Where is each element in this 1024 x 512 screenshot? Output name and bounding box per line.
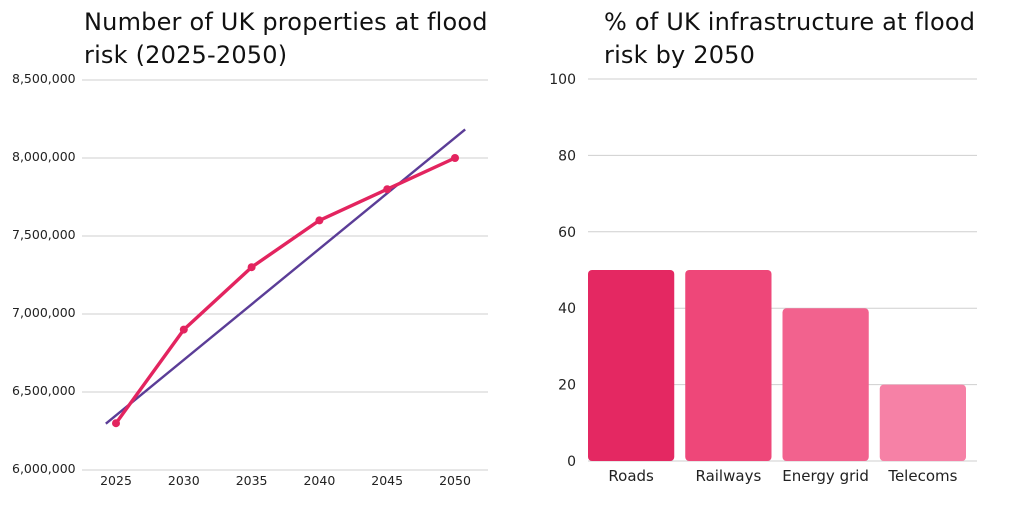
x-tick-label: 2025 (100, 473, 132, 488)
bar (782, 308, 869, 461)
y-tick-label: 6,500,000 (12, 383, 76, 398)
bar-chart-title: % of UK infrastructure at flood risk by … (604, 8, 976, 69)
y-tick-label: 20 (558, 378, 576, 394)
series-line (114, 156, 457, 425)
y-tick-label: 0 (567, 454, 576, 470)
y-tick-label: 80 (558, 148, 576, 164)
line-chart: 6,000,000 6,500,000 7,000,000 7,500,000 8,00… (12, 71, 488, 488)
bar (588, 270, 675, 461)
data-point (112, 419, 120, 428)
y-tick-label: 6,000,000 (12, 461, 76, 476)
y-tick-label: 8,000,000 (12, 149, 76, 164)
x-category-label: Telecoms (887, 467, 957, 485)
y-tick-label: 7,500,000 (12, 227, 76, 242)
x-category-label: Railways (695, 467, 761, 485)
y-tick-label: 100 (549, 72, 576, 88)
x-tick-label: 2050 (439, 473, 471, 488)
data-point (451, 154, 459, 162)
data-point (247, 263, 256, 272)
bar-chart: 0 20 40 60 80 100 Roads Railways Energy grid Tele… (549, 72, 977, 485)
y-tick-label: 40 (558, 301, 576, 317)
line-chart-title: Number of UK properties at flood risk (2… (84, 8, 488, 69)
x-tick-label: 2045 (371, 473, 403, 488)
y-tick-label: 60 (558, 225, 576, 241)
x-tick-label: 2040 (303, 473, 335, 488)
data-point (383, 185, 392, 194)
x-tick-label: 2035 (236, 473, 268, 488)
y-tick-label: 8,500,000 (12, 71, 76, 86)
y-tick-label: 7,000,000 (12, 305, 76, 320)
x-category-label: Roads (608, 467, 654, 485)
bar (685, 270, 772, 461)
data-point (179, 325, 188, 334)
x-category-label: Energy grid (782, 467, 869, 485)
data-point (315, 216, 324, 225)
trend-line (105, 128, 466, 425)
bar (879, 384, 966, 461)
x-tick-label: 2030 (168, 473, 200, 488)
